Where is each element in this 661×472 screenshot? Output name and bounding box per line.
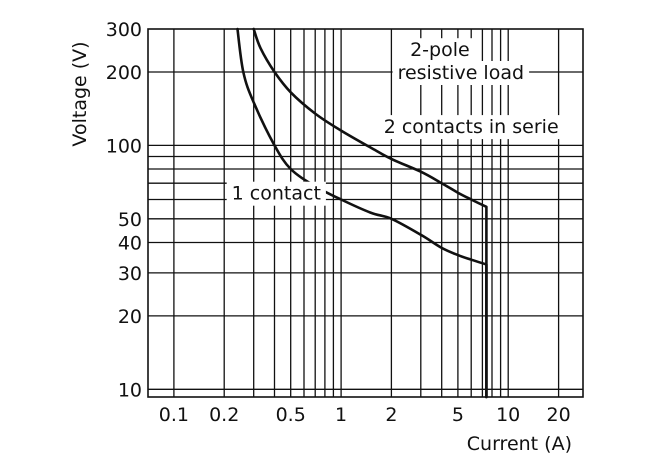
annotation-label: 2 contacts in serie <box>384 116 559 138</box>
x-tick-label: 0.1 <box>159 404 189 426</box>
x-tick-label: 20 <box>547 404 571 426</box>
x-tick-label: 0.5 <box>276 404 306 426</box>
annotation-label: 1 contact <box>232 183 321 205</box>
grid-layer <box>148 29 583 397</box>
annotation-label: resistive load <box>398 62 524 84</box>
x-axis-label: Current (A) <box>467 433 572 455</box>
x-tick-label: 2 <box>385 404 397 426</box>
y-tick-label: 10 <box>118 379 142 401</box>
x-tick-label: 1 <box>335 404 347 426</box>
x-tick-label: 0.2 <box>209 404 239 426</box>
curve-layer <box>236 27 488 399</box>
y-tick-label: 100 <box>106 135 142 157</box>
y-tick-label: 300 <box>106 19 142 41</box>
annotation-background <box>378 115 564 140</box>
annotation-background <box>405 38 475 63</box>
y-axis-label: Voltage (V) <box>69 41 91 146</box>
annotation-background <box>392 61 530 85</box>
x-tick-label: 5 <box>452 404 464 426</box>
annotation-label: 2-pole <box>410 39 470 61</box>
y-tick-label: 20 <box>118 306 142 328</box>
series-line <box>236 27 488 399</box>
y-tick-label: 50 <box>118 209 142 231</box>
annotation-background <box>226 181 326 206</box>
x-tick-label: 10 <box>496 404 520 426</box>
y-tick-label: 30 <box>118 263 142 285</box>
y-tick-label: 40 <box>118 233 142 255</box>
series-line <box>252 27 488 399</box>
y-tick-label: 200 <box>106 62 142 84</box>
plot-frame <box>147 28 584 398</box>
